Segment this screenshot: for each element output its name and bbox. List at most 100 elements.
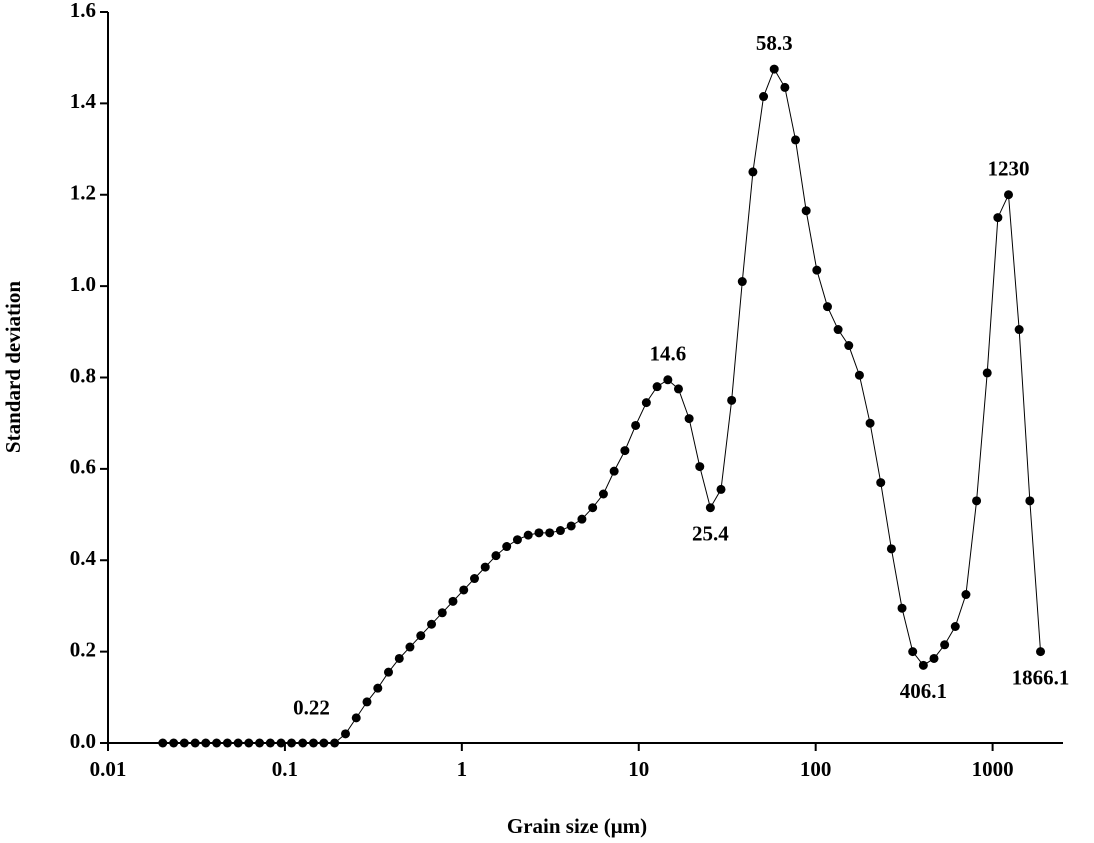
- point: [961, 590, 971, 600]
- point: [437, 608, 447, 618]
- point-label: 406.1: [900, 679, 947, 703]
- y-tick-label: 1.6: [70, 0, 96, 22]
- point: [663, 375, 673, 385]
- point: [1036, 647, 1046, 657]
- point: [865, 418, 875, 428]
- point: [169, 738, 179, 748]
- point: [641, 398, 651, 408]
- y-tick-label: 0.8: [70, 363, 96, 387]
- point: [222, 738, 232, 748]
- point: [555, 526, 565, 536]
- point: [748, 167, 758, 177]
- point: [972, 496, 982, 506]
- point: [469, 574, 479, 584]
- point: [876, 478, 886, 488]
- point: [577, 514, 587, 524]
- y-tick-label: 1.4: [70, 89, 97, 113]
- point: [631, 420, 641, 430]
- point: [330, 738, 340, 748]
- point: [190, 738, 200, 748]
- point: [598, 489, 608, 499]
- point: [737, 277, 747, 287]
- point: [265, 738, 275, 748]
- point: [308, 738, 318, 748]
- x-tick-label: 0.01: [90, 757, 127, 781]
- point: [512, 535, 522, 545]
- point: [588, 503, 598, 513]
- point: [844, 341, 854, 351]
- point: [801, 206, 811, 216]
- point-label: 1230: [988, 157, 1030, 181]
- point: [684, 414, 694, 424]
- point: [179, 738, 189, 748]
- point: [652, 382, 662, 392]
- point: [448, 596, 458, 606]
- point: [695, 462, 705, 472]
- point: [201, 738, 211, 748]
- x-tick-label: 100: [800, 757, 832, 781]
- point: [427, 619, 437, 629]
- x-tick-label: 1000: [972, 757, 1014, 781]
- point: [341, 729, 351, 739]
- point: [620, 446, 630, 456]
- y-tick-label: 0.6: [70, 455, 96, 479]
- point: [791, 135, 801, 145]
- point: [940, 640, 950, 650]
- y-tick-label: 1.2: [70, 181, 96, 205]
- point: [416, 631, 426, 641]
- point: [1004, 190, 1014, 200]
- point: [491, 551, 501, 561]
- point: [812, 265, 822, 275]
- point: [609, 466, 619, 476]
- point: [480, 562, 490, 572]
- point-label: 58.3: [756, 31, 793, 55]
- point: [918, 660, 928, 670]
- point: [459, 585, 469, 595]
- point: [233, 738, 243, 748]
- y-axis-label: Standard deviation: [1, 281, 25, 453]
- point: [1014, 325, 1024, 335]
- x-tick-label: 1: [457, 757, 468, 781]
- x-axis-label: Grain size (μm): [507, 814, 647, 838]
- point-label: 0.22: [293, 696, 330, 720]
- point: [908, 647, 918, 657]
- y-tick-label: 0.0: [70, 729, 96, 753]
- x-tick-label: 10: [628, 757, 649, 781]
- point: [727, 395, 737, 405]
- point-label: 25.4: [692, 522, 729, 546]
- point: [351, 713, 361, 723]
- point: [705, 503, 715, 513]
- point: [276, 738, 286, 748]
- point: [373, 683, 383, 693]
- point: [1025, 496, 1035, 506]
- line: [162, 67, 1042, 744]
- point: [319, 738, 329, 748]
- point: [394, 653, 404, 663]
- point: [769, 64, 779, 74]
- point: [716, 484, 726, 494]
- point: [362, 697, 372, 707]
- point: [545, 528, 555, 538]
- y-tick-label: 0.4: [70, 546, 97, 570]
- point-label: 1866.1: [1012, 665, 1070, 689]
- point: [993, 213, 1003, 223]
- y-tick-label: 1.0: [70, 272, 96, 296]
- point: [212, 738, 222, 748]
- point: [244, 738, 254, 748]
- point: [929, 653, 939, 663]
- point: [780, 82, 790, 92]
- point: [854, 370, 864, 380]
- point: [673, 384, 683, 394]
- point: [982, 368, 992, 378]
- point-label: 14.6: [649, 342, 686, 366]
- point: [897, 603, 907, 613]
- point: [523, 530, 533, 540]
- point: [383, 667, 393, 677]
- x-tick-label: 0.1: [272, 757, 298, 781]
- point: [886, 544, 896, 554]
- point: [534, 528, 544, 538]
- point: [255, 738, 265, 748]
- point: [759, 92, 769, 102]
- point: [298, 738, 308, 748]
